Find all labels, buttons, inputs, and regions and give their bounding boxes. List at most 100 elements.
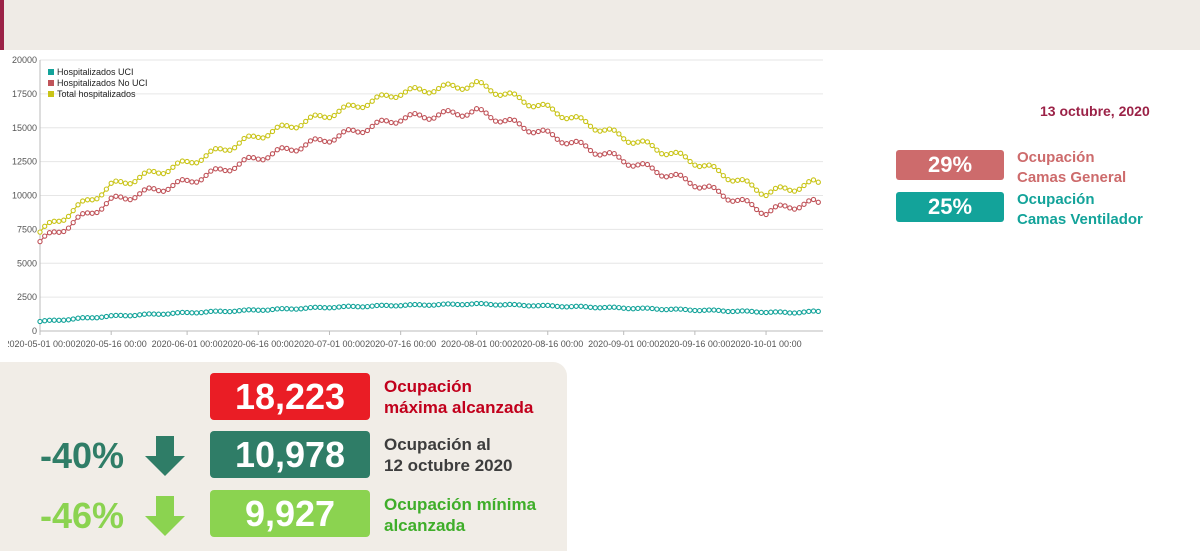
data-point xyxy=(355,304,361,310)
data-point xyxy=(260,157,266,163)
data-point xyxy=(810,196,817,203)
data-point xyxy=(189,179,195,185)
data-point xyxy=(360,304,366,310)
max-occupancy-value: 18,223 xyxy=(210,373,370,420)
data-point xyxy=(511,301,518,308)
data-point xyxy=(279,122,285,128)
data-point xyxy=(46,317,53,323)
data-point xyxy=(42,233,48,239)
data-point xyxy=(189,310,195,316)
data-point xyxy=(549,106,556,112)
data-point xyxy=(341,303,347,310)
data-point xyxy=(668,306,674,312)
data-point xyxy=(621,136,627,142)
data-point xyxy=(810,308,817,314)
data-point xyxy=(141,170,148,176)
data-point xyxy=(416,112,423,118)
data-point xyxy=(483,110,489,116)
data-point xyxy=(464,112,470,118)
data-point xyxy=(198,157,204,163)
data-point xyxy=(796,310,802,316)
data-point xyxy=(734,177,741,183)
occupancy-general-percent: 29% xyxy=(896,150,1004,180)
data-point xyxy=(696,307,703,314)
data-point xyxy=(564,304,570,310)
data-point xyxy=(711,307,717,313)
data-point xyxy=(654,169,660,176)
data-point xyxy=(753,187,760,193)
data-point xyxy=(526,303,532,309)
data-point xyxy=(640,138,646,144)
data-point xyxy=(255,156,261,162)
data-point xyxy=(84,315,91,321)
x-tick-label: 2020-07-01 00:00 xyxy=(294,339,365,349)
data-point xyxy=(56,218,62,224)
data-point xyxy=(51,229,57,235)
data-point xyxy=(208,168,214,174)
data-point xyxy=(578,303,584,309)
data-point xyxy=(644,139,651,145)
data-point xyxy=(592,305,598,311)
x-tick-label: 2020-05-16 00:00 xyxy=(76,339,147,349)
data-point xyxy=(46,230,53,236)
data-point xyxy=(298,306,304,312)
header-band xyxy=(0,0,1200,50)
data-point xyxy=(578,115,584,121)
data-point xyxy=(782,309,788,315)
data-point xyxy=(668,172,674,179)
data-point xyxy=(687,180,693,186)
data-point xyxy=(431,89,437,95)
data-point xyxy=(450,82,456,89)
data-point xyxy=(696,163,703,170)
data-point xyxy=(625,162,632,168)
data-point xyxy=(269,128,276,135)
data-point xyxy=(611,304,617,310)
data-point xyxy=(507,116,513,123)
data-point xyxy=(772,204,779,210)
data-point xyxy=(155,187,162,194)
data-point xyxy=(155,170,162,176)
data-point xyxy=(184,309,190,316)
data-point xyxy=(706,183,712,189)
data-point xyxy=(725,308,731,315)
data-point xyxy=(421,115,428,121)
data-point xyxy=(364,127,371,134)
data-point xyxy=(174,160,181,166)
data-point xyxy=(56,229,62,235)
data-point xyxy=(222,167,228,174)
data-point xyxy=(146,168,152,174)
data-point xyxy=(711,184,717,191)
data-point xyxy=(331,304,337,311)
data-point xyxy=(70,219,76,226)
data-point xyxy=(450,301,456,307)
data-point xyxy=(56,317,62,323)
data-point xyxy=(720,193,726,199)
data-point xyxy=(174,178,181,185)
data-point xyxy=(165,186,171,193)
data-point xyxy=(777,184,783,190)
occupancy-ventilator-row: 25% Ocupación Camas Ventilador xyxy=(896,190,1196,230)
data-point xyxy=(625,305,632,312)
max-occupancy-label: Ocupación máxima alcanzada xyxy=(384,376,533,418)
data-point xyxy=(369,303,375,309)
data-point xyxy=(772,309,779,315)
data-point xyxy=(720,308,726,314)
data-point xyxy=(217,146,223,152)
x-tick-label: 2020-07-16 00:00 xyxy=(365,339,436,349)
data-point xyxy=(701,307,708,313)
data-point xyxy=(459,113,465,119)
data-point xyxy=(231,308,238,314)
data-point xyxy=(108,195,114,201)
data-point xyxy=(526,129,532,135)
data-point xyxy=(236,161,242,167)
data-point xyxy=(61,317,67,323)
data-point xyxy=(734,197,741,204)
data-point xyxy=(336,304,342,310)
data-point xyxy=(431,302,437,308)
current-change-percent: -40% xyxy=(40,435,125,476)
data-point xyxy=(649,142,655,149)
data-point xyxy=(75,202,81,208)
data-point xyxy=(132,312,138,319)
data-point xyxy=(616,131,622,137)
data-point xyxy=(227,168,233,174)
